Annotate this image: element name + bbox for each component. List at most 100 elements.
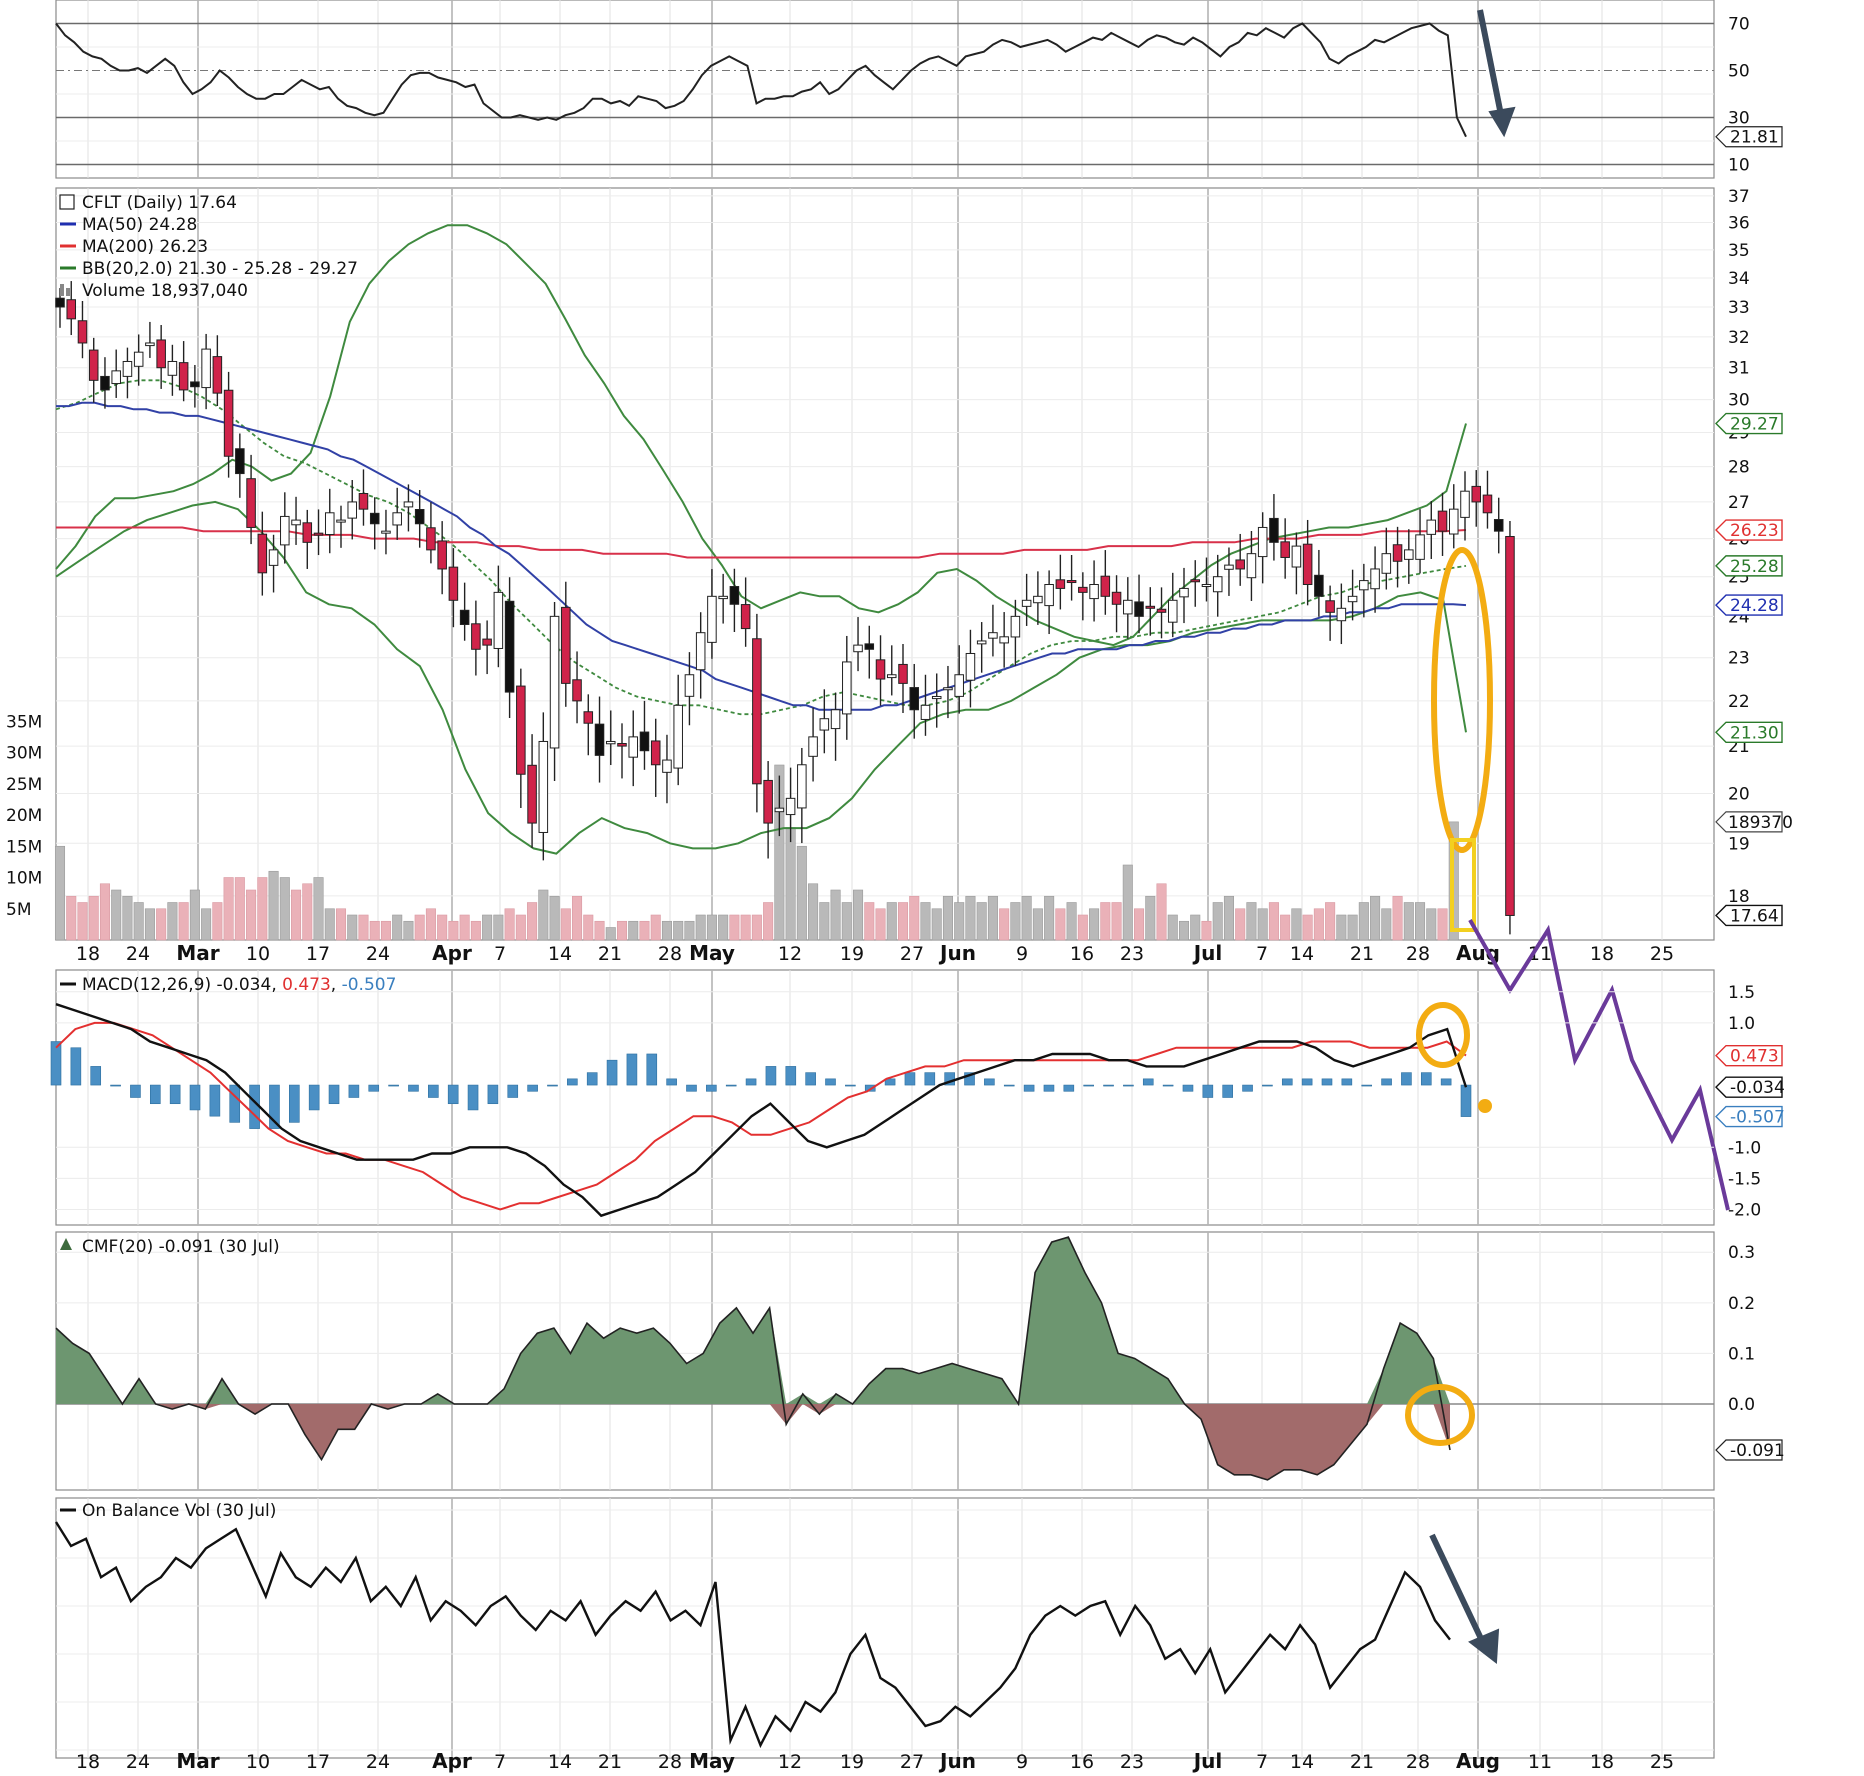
volume-bar — [324, 908, 335, 941]
candle-body — [752, 638, 762, 785]
x-tick-label: 24 — [366, 943, 390, 965]
volume-bar — [212, 902, 223, 941]
cmf-negative-area — [56, 1404, 1450, 1480]
macd-hist-bar — [1182, 1084, 1194, 1092]
macd-hist-bar — [765, 1066, 777, 1086]
candle-body — [1404, 549, 1414, 560]
highlight-circle — [1405, 1384, 1475, 1446]
volume-bar — [88, 895, 99, 941]
x-tick-label: Mar — [176, 941, 219, 965]
macd-last-value: 0.473 — [1730, 1047, 1779, 1067]
candle-body — [628, 736, 639, 758]
volume-bar — [1201, 920, 1212, 941]
macd-hist-bar — [1262, 1084, 1273, 1087]
price-tick-label: 37 — [1728, 187, 1750, 207]
x-tick-label: 14 — [1290, 1751, 1314, 1773]
x-tick-label: 28 — [658, 943, 682, 965]
x-tick-label: Jul — [1192, 1749, 1223, 1773]
volume-bar — [201, 908, 212, 941]
volume-bar — [246, 889, 257, 941]
macd-hist-bar — [90, 1066, 102, 1086]
candle-body — [763, 779, 773, 824]
volume-bar — [808, 883, 819, 941]
candle-body — [291, 519, 301, 526]
candle-body — [662, 759, 672, 773]
candle-body — [1066, 580, 1077, 584]
macd-hist-bar — [785, 1066, 797, 1086]
x-tick-label: 28 — [658, 1751, 682, 1773]
volume-bar — [841, 902, 852, 941]
x-tick-label: 27 — [900, 943, 924, 965]
x-tick-label: 17 — [306, 1751, 330, 1773]
volume-bar — [1100, 902, 1111, 941]
volume-bar — [234, 877, 245, 941]
highlight-circle — [1416, 1002, 1470, 1068]
volume-bar — [628, 920, 639, 941]
x-tick-label: 24 — [126, 943, 150, 965]
macd-last-tag — [1715, 1076, 1783, 1098]
ma200-line — [56, 526, 1467, 559]
price-tick-label: 35 — [1728, 241, 1750, 261]
legend-entry: Volume 18,937,040 — [82, 281, 248, 301]
macd-hist-bar — [388, 1084, 399, 1087]
down-arrow-annotation — [1477, 9, 1505, 121]
volume-bar — [931, 908, 942, 941]
volume-bar — [1370, 895, 1381, 941]
candle-body — [1212, 576, 1223, 593]
x-tick-label: 24 — [126, 1751, 150, 1773]
macd-hist-bar — [884, 1078, 896, 1086]
volume-bar — [1066, 902, 1077, 941]
macd-hist-bar — [1301, 1078, 1313, 1086]
candle-body — [1179, 587, 1189, 598]
volume-bar — [425, 908, 436, 941]
x-tick-label: 7 — [494, 1751, 506, 1773]
volume-bar — [954, 902, 965, 941]
x-tick-label: 10 — [246, 1751, 270, 1773]
volume-bar — [1145, 895, 1156, 941]
price-last-value: 17.64 — [1730, 906, 1779, 926]
x-tick-label: Mar — [176, 1749, 219, 1773]
volume-bar — [1044, 895, 1055, 941]
macd-tick-label: -2.0 — [1728, 1200, 1761, 1220]
macd-hist-bar — [1063, 1084, 1075, 1092]
legend-entry: MA(50) 24.28 — [82, 215, 197, 235]
volume-tick-label: 10M — [6, 869, 42, 889]
candle-body — [347, 501, 358, 519]
x-tick-label: 18 — [1590, 1751, 1614, 1773]
x-tick-label: 19 — [840, 1751, 864, 1773]
candle-body — [695, 632, 706, 671]
bb-lower-line — [55, 500, 1467, 855]
x-tick-label: 19 — [840, 943, 864, 965]
candle-body — [673, 704, 683, 769]
candle-body — [1291, 545, 1302, 568]
volume-bar — [77, 902, 88, 941]
candle-body — [1156, 608, 1167, 613]
macd-hist-bar — [189, 1084, 201, 1111]
macd-hist-bar — [149, 1084, 161, 1105]
candle-body — [482, 638, 492, 646]
candle-body — [190, 381, 200, 388]
candle-body — [77, 320, 88, 344]
cmf-legend-icon — [60, 1238, 72, 1250]
volume-bar — [369, 920, 380, 941]
macd-hist-bar — [1162, 1084, 1174, 1087]
volume-bar — [886, 902, 897, 941]
x-tick-label: 16 — [1070, 1751, 1094, 1773]
macd-hist-bar — [269, 1084, 280, 1129]
candle-body — [302, 522, 313, 543]
macd-last-value: -0.034 — [1730, 1078, 1785, 1098]
candle-body — [875, 659, 886, 680]
candle-body — [785, 797, 796, 816]
candle-body — [1201, 584, 1212, 588]
macd-hist-bar — [308, 1084, 320, 1111]
candle-body — [842, 661, 852, 715]
candle-body — [122, 360, 133, 377]
volume-bar — [1403, 902, 1414, 941]
candle-body — [516, 685, 526, 775]
volume-bar — [1246, 902, 1257, 941]
candle-body — [392, 512, 402, 526]
candle-body — [583, 711, 594, 724]
volume-bar — [358, 914, 369, 941]
volume-bar — [223, 877, 234, 941]
